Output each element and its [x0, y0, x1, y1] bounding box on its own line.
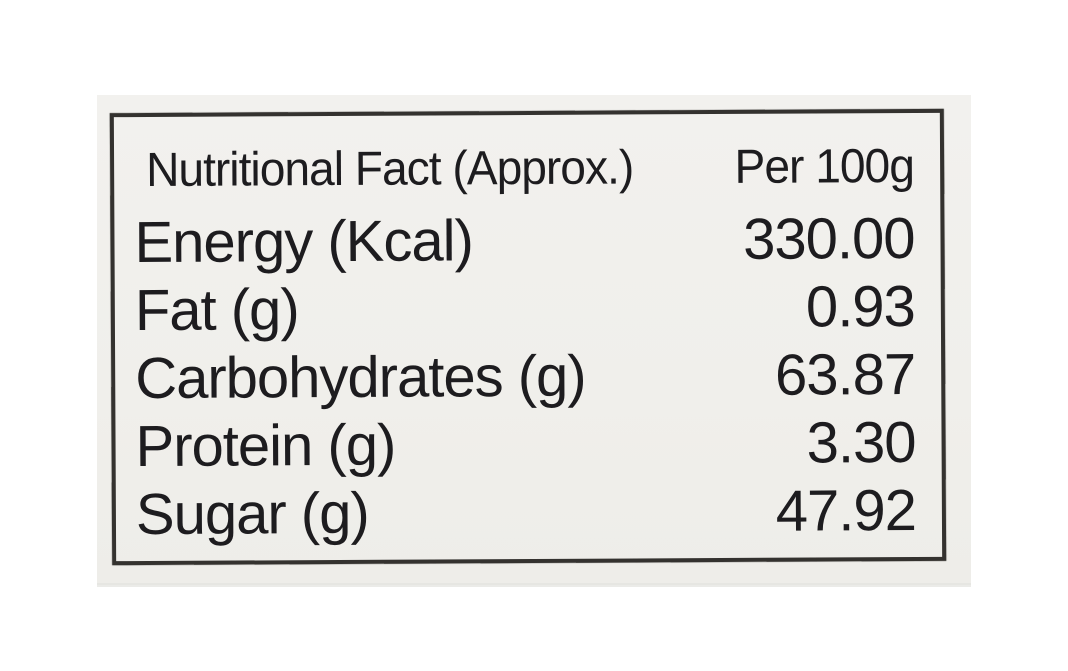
- unit-header: Per 100g: [734, 139, 915, 194]
- nutrient-value: 0.93: [805, 273, 916, 340]
- nutrient-name: Fat (g): [134, 277, 299, 344]
- nutrient-name: Protein (g): [135, 412, 396, 480]
- nutrient-row-energy: Energy (Kcal) 330.00: [134, 205, 914, 277]
- nutrient-value: 47.92: [775, 477, 917, 544]
- paper-bottom-shadow: [97, 583, 971, 587]
- nutrient-row-protein: Protein (g) 3.30: [135, 409, 915, 481]
- nutrition-label: Nutritional Fact (Approx.) Per 100g Ener…: [109, 108, 947, 566]
- nutrition-header-row: Nutritional Fact (Approx.) Per 100g: [134, 129, 914, 209]
- nutrient-row-sugar: Sugar (g) 47.92: [136, 477, 916, 549]
- label-paper-photo: Nutritional Fact (Approx.) Per 100g Ener…: [97, 95, 971, 585]
- nutrient-name: Carbohydrates (g): [135, 343, 586, 412]
- nutrient-value: 3.30: [806, 409, 916, 476]
- nutrient-value: 330.00: [742, 205, 915, 272]
- nutrient-name: Energy (Kcal): [134, 208, 474, 276]
- nutrient-value: 63.87: [774, 341, 916, 408]
- nutrient-row-carbohydrates: Carbohydrates (g) 63.87: [135, 341, 915, 413]
- nutrient-row-fat: Fat (g) 0.93: [135, 273, 915, 345]
- label-title: Nutritional Fact (Approx.): [145, 141, 634, 197]
- nutrient-name: Sugar (g): [135, 480, 369, 548]
